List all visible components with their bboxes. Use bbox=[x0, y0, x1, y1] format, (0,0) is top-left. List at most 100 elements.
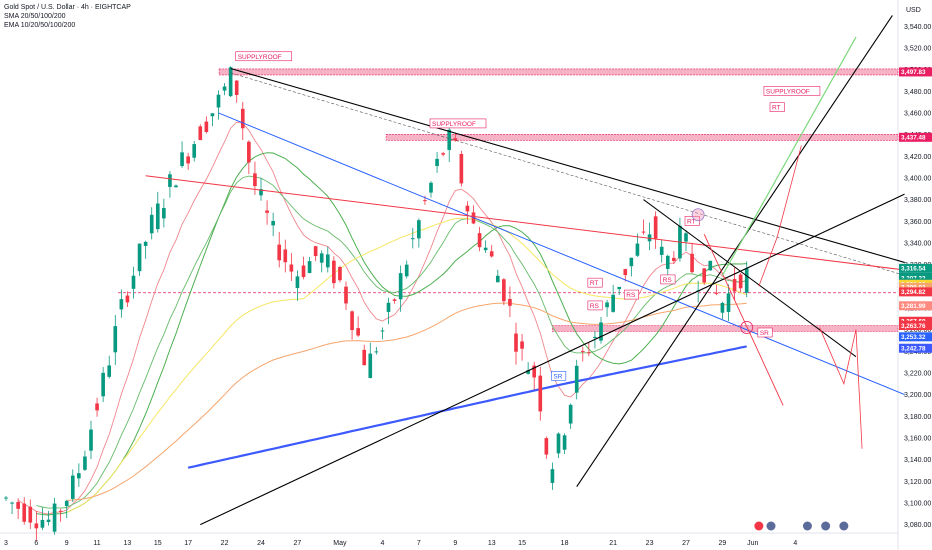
candle-body bbox=[95, 403, 99, 411]
candle-body bbox=[532, 365, 537, 378]
time-tick-label: Jun bbox=[747, 540, 758, 547]
candle-body bbox=[240, 108, 245, 129]
annotation-label: RT bbox=[687, 218, 696, 225]
candle-body bbox=[374, 351, 379, 353]
candle-body bbox=[265, 210, 269, 213]
time-tick-label: 4 bbox=[380, 540, 384, 547]
event-icons[interactable] bbox=[754, 521, 849, 531]
price-badge-label: 3,316.54 bbox=[901, 266, 926, 273]
time-tick-label: 15 bbox=[518, 540, 526, 547]
price-badge-label: 3,437.48 bbox=[901, 135, 926, 142]
candle-body bbox=[107, 365, 112, 377]
candle-body bbox=[380, 330, 385, 332]
supply-zone bbox=[551, 325, 899, 332]
price-badge bbox=[899, 321, 932, 331]
candle-body bbox=[253, 173, 257, 187]
candles bbox=[4, 66, 749, 541]
candle-body bbox=[186, 156, 190, 164]
trendline-black-steep bbox=[576, 15, 893, 487]
candle-body bbox=[143, 241, 148, 246]
candle-body bbox=[368, 353, 373, 378]
time-tick-label: 11 bbox=[93, 540, 100, 547]
moving-average-line bbox=[17, 121, 747, 515]
time-tick-label: 3 bbox=[4, 540, 8, 547]
annotation-label: SUPPLYROOF bbox=[766, 88, 810, 95]
annotation-box bbox=[763, 86, 821, 96]
legend-sma[interactable]: SMA 20/50/100/200 bbox=[4, 13, 66, 20]
legend-ema[interactable]: EMA 10/20/50/100/200 bbox=[4, 22, 76, 29]
price-badge bbox=[899, 301, 932, 311]
candle-body bbox=[101, 372, 105, 397]
price-badge-label: 3,263.76 bbox=[901, 323, 926, 330]
candle-body bbox=[665, 255, 670, 269]
candle-body bbox=[617, 286, 622, 290]
time-tick-label: 9 bbox=[65, 540, 69, 547]
candle-body bbox=[174, 185, 178, 188]
candle-body bbox=[180, 152, 184, 167]
candle-body bbox=[623, 269, 628, 276]
trendline-blue bbox=[218, 112, 905, 396]
candle-body bbox=[83, 456, 87, 470]
candle-body bbox=[149, 214, 154, 234]
candle-body bbox=[653, 216, 658, 239]
candle-body bbox=[611, 294, 615, 312]
time-tick-label: 18 bbox=[561, 540, 569, 547]
price-tick-label: 3,140.00 bbox=[904, 457, 931, 464]
price-tick-label: 3,540.00 bbox=[904, 24, 931, 31]
price-badge-label: 3,253.32 bbox=[901, 334, 926, 341]
time-tick-label: 13 bbox=[124, 540, 132, 547]
price-badge-label: 3,497.83 bbox=[901, 69, 926, 76]
candle-body bbox=[234, 80, 239, 95]
moving-average-line bbox=[36, 175, 747, 509]
price-tick-label: 3,460.00 bbox=[904, 110, 931, 117]
price-tick-label: 3,520.00 bbox=[904, 45, 931, 52]
price-tick-label: 3,160.00 bbox=[904, 435, 931, 442]
candle-body bbox=[441, 153, 445, 155]
highlight-circle bbox=[740, 321, 754, 334]
price-tick-label: 3,220.00 bbox=[904, 370, 931, 377]
time-tick-label: 15 bbox=[154, 540, 162, 547]
price-badge-label: 3,281.99 bbox=[901, 303, 926, 310]
candle-body bbox=[155, 203, 160, 230]
time-tick-label: 27 bbox=[294, 540, 302, 547]
candle-body bbox=[672, 257, 676, 261]
candle-body bbox=[16, 502, 20, 509]
candle-body bbox=[295, 276, 300, 289]
price-tick-label: 3,360.00 bbox=[904, 219, 931, 226]
annotation-box bbox=[769, 102, 785, 112]
annotation-box bbox=[587, 277, 603, 288]
candle-body bbox=[216, 94, 221, 108]
candle-body bbox=[435, 158, 439, 167]
grid bbox=[0, 0, 899, 550]
time-tick-label: 29 bbox=[719, 540, 727, 547]
trendlines[interactable] bbox=[145, 15, 905, 526]
time-tick-label: 13 bbox=[488, 540, 496, 547]
time-axis[interactable]: 3 6 9 11 13 15 17 22 24 27 May 4 7 9 13 15 18 21 23 27 29 Jun… bbox=[4, 540, 797, 547]
price-axis[interactable]: 3,080.00 3,100.00 3,120.00 3,140.00 3,160.00… bbox=[899, 7, 932, 529]
forecast-arrow-down bbox=[819, 327, 863, 449]
candle-body bbox=[113, 326, 118, 353]
candle-body bbox=[423, 200, 427, 202]
candle-body bbox=[465, 205, 470, 212]
candle-body bbox=[459, 153, 464, 184]
price-badge bbox=[899, 263, 932, 273]
candle-body bbox=[580, 351, 585, 353]
candle-body bbox=[10, 502, 14, 504]
candle-body bbox=[204, 121, 209, 133]
legend-symbol[interactable]: Gold Spot / U.S. Dollar · 4h · EIGHTCAP bbox=[4, 4, 131, 11]
candle-body bbox=[544, 438, 549, 455]
candle-body bbox=[46, 519, 51, 522]
annotation-box bbox=[757, 327, 773, 338]
candle-body bbox=[301, 265, 306, 278]
candle-body bbox=[319, 253, 324, 263]
candle-body bbox=[392, 299, 397, 301]
event-icon bbox=[802, 521, 812, 531]
candle-body bbox=[4, 497, 8, 499]
supply-zones bbox=[118, 68, 899, 332]
annotation-box bbox=[235, 51, 293, 62]
price-tick-label: 3,420.00 bbox=[904, 154, 931, 161]
candle-body bbox=[338, 267, 342, 281]
candle-body bbox=[483, 247, 488, 251]
